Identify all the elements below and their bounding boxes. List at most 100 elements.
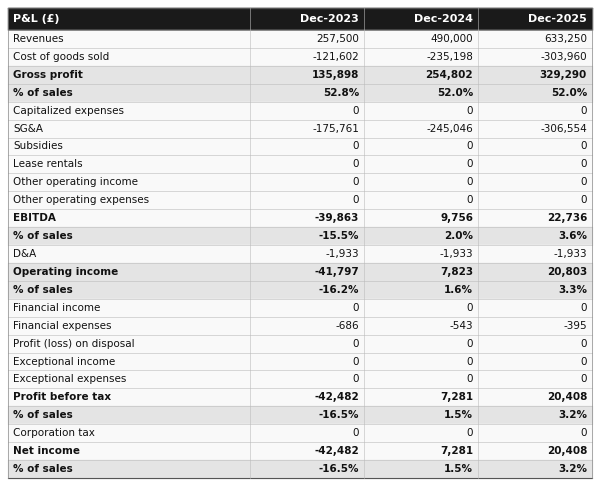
Bar xyxy=(8,30,592,48)
Text: Net income: Net income xyxy=(13,446,80,456)
Bar xyxy=(8,120,592,138)
Text: Financial expenses: Financial expenses xyxy=(13,321,112,330)
Text: Lease rentals: Lease rentals xyxy=(13,159,83,170)
Text: D&A: D&A xyxy=(13,249,36,259)
Text: -1,933: -1,933 xyxy=(553,249,587,259)
Text: -15.5%: -15.5% xyxy=(319,231,359,241)
Text: 7,823: 7,823 xyxy=(440,267,473,277)
Text: Profit (loss) on disposal: Profit (loss) on disposal xyxy=(13,339,134,348)
Text: Gross profit: Gross profit xyxy=(13,70,83,80)
Text: 0: 0 xyxy=(353,428,359,438)
Text: 0: 0 xyxy=(353,339,359,348)
Text: -39,863: -39,863 xyxy=(315,213,359,223)
Text: 135,898: 135,898 xyxy=(312,70,359,80)
Text: 254,802: 254,802 xyxy=(425,70,473,80)
Text: 0: 0 xyxy=(467,177,473,187)
Text: SG&A: SG&A xyxy=(13,123,43,134)
Text: EBITDA: EBITDA xyxy=(13,213,56,223)
Text: -235,198: -235,198 xyxy=(426,52,473,62)
Text: 0: 0 xyxy=(353,303,359,313)
Text: -121,602: -121,602 xyxy=(313,52,359,62)
Text: 0: 0 xyxy=(467,159,473,170)
Text: Corporation tax: Corporation tax xyxy=(13,428,95,438)
Text: Profit before tax: Profit before tax xyxy=(13,392,111,402)
Text: 20,408: 20,408 xyxy=(547,446,587,456)
Text: % of sales: % of sales xyxy=(13,231,73,241)
Text: 0: 0 xyxy=(581,374,587,384)
Text: 52.8%: 52.8% xyxy=(323,87,359,98)
Text: 20,408: 20,408 xyxy=(547,392,587,402)
Text: Financial income: Financial income xyxy=(13,303,100,313)
Text: 7,281: 7,281 xyxy=(440,392,473,402)
Text: 0: 0 xyxy=(467,339,473,348)
Text: -1,933: -1,933 xyxy=(326,249,359,259)
Text: -16.2%: -16.2% xyxy=(319,285,359,295)
Text: 633,250: 633,250 xyxy=(544,34,587,44)
Text: -686: -686 xyxy=(335,321,359,330)
Text: 1.5%: 1.5% xyxy=(444,464,473,474)
Text: 0: 0 xyxy=(467,428,473,438)
Text: 0: 0 xyxy=(581,339,587,348)
Text: Other operating income: Other operating income xyxy=(13,177,138,187)
Bar xyxy=(8,8,592,30)
Text: -245,046: -245,046 xyxy=(427,123,473,134)
Text: -175,761: -175,761 xyxy=(313,123,359,134)
Text: 3.6%: 3.6% xyxy=(558,231,587,241)
Text: 0: 0 xyxy=(353,177,359,187)
Bar xyxy=(8,406,592,424)
Text: -543: -543 xyxy=(449,321,473,330)
Text: 3.2%: 3.2% xyxy=(558,464,587,474)
Bar xyxy=(8,388,592,406)
Text: 0: 0 xyxy=(467,357,473,366)
Text: 0: 0 xyxy=(467,374,473,384)
Text: 0: 0 xyxy=(353,195,359,205)
Text: Subsidies: Subsidies xyxy=(13,141,63,152)
Text: -395: -395 xyxy=(563,321,587,330)
Text: -1,933: -1,933 xyxy=(439,249,473,259)
Text: 0: 0 xyxy=(353,159,359,170)
Text: 0: 0 xyxy=(581,428,587,438)
Bar xyxy=(8,84,592,102)
Bar xyxy=(8,281,592,299)
Bar xyxy=(8,174,592,191)
Bar xyxy=(8,352,592,370)
Text: 52.0%: 52.0% xyxy=(437,87,473,98)
Text: 2.0%: 2.0% xyxy=(444,231,473,241)
Text: 0: 0 xyxy=(581,303,587,313)
Bar xyxy=(8,299,592,317)
Text: Operating income: Operating income xyxy=(13,267,118,277)
Text: Other operating expenses: Other operating expenses xyxy=(13,195,149,205)
Text: -42,482: -42,482 xyxy=(314,392,359,402)
Text: 0: 0 xyxy=(467,105,473,116)
Bar xyxy=(8,442,592,460)
Text: Dec-2025: Dec-2025 xyxy=(528,14,587,24)
Bar xyxy=(8,370,592,388)
Text: -16.5%: -16.5% xyxy=(319,464,359,474)
Text: % of sales: % of sales xyxy=(13,410,73,420)
Text: -16.5%: -16.5% xyxy=(319,410,359,420)
Text: -41,797: -41,797 xyxy=(314,267,359,277)
Text: Cost of goods sold: Cost of goods sold xyxy=(13,52,109,62)
Text: 0: 0 xyxy=(581,105,587,116)
Text: % of sales: % of sales xyxy=(13,285,73,295)
Text: 0: 0 xyxy=(467,141,473,152)
Bar xyxy=(8,263,592,281)
Text: Capitalized expenses: Capitalized expenses xyxy=(13,105,124,116)
Text: 3.3%: 3.3% xyxy=(558,285,587,295)
Text: 490,000: 490,000 xyxy=(430,34,473,44)
Bar xyxy=(8,424,592,442)
Text: 1.6%: 1.6% xyxy=(444,285,473,295)
Text: 0: 0 xyxy=(581,141,587,152)
Text: 0: 0 xyxy=(467,303,473,313)
Bar xyxy=(8,335,592,352)
Bar xyxy=(8,102,592,120)
Text: 3.2%: 3.2% xyxy=(558,410,587,420)
Bar xyxy=(8,66,592,84)
Text: 0: 0 xyxy=(581,177,587,187)
Bar xyxy=(8,317,592,335)
Text: -42,482: -42,482 xyxy=(314,446,359,456)
Text: 257,500: 257,500 xyxy=(316,34,359,44)
Text: 9,756: 9,756 xyxy=(440,213,473,223)
Bar xyxy=(8,156,592,174)
Text: % of sales: % of sales xyxy=(13,464,73,474)
